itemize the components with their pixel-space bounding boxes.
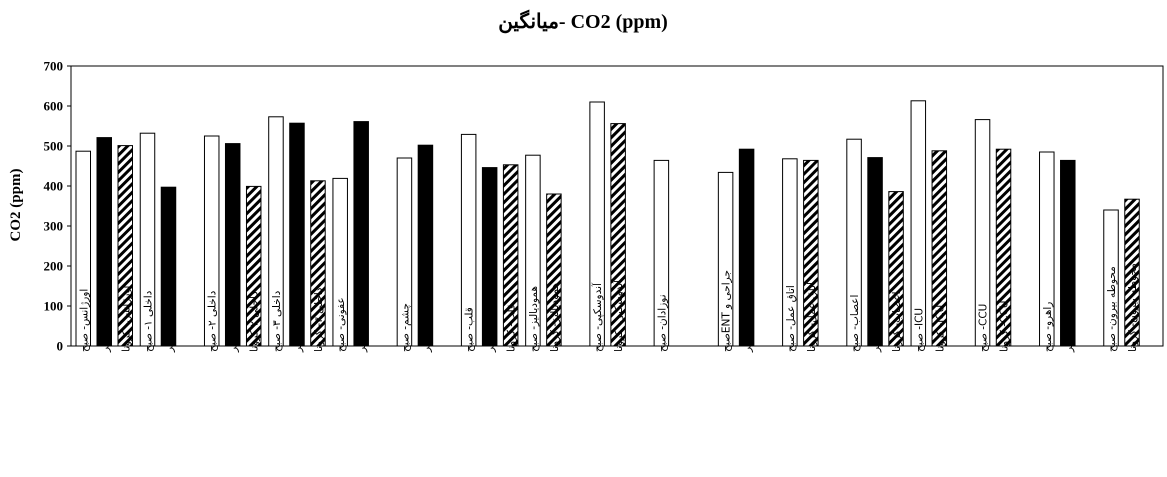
category-label: داخلی ۳- عصر bbox=[292, 288, 304, 353]
bar bbox=[224, 143, 241, 347]
category-label: CCU- کرونا bbox=[999, 301, 1011, 352]
category-label: چشم- صبح bbox=[399, 303, 411, 352]
bar bbox=[610, 123, 626, 347]
category-label: قلب- عصر bbox=[485, 305, 497, 353]
bar bbox=[525, 154, 541, 347]
y-tick-label: 400 bbox=[44, 179, 64, 194]
y-tick-label: 600 bbox=[44, 99, 64, 114]
y-axis-label: CO2 (ppm) bbox=[8, 169, 24, 242]
bar bbox=[289, 122, 305, 347]
bar bbox=[460, 133, 477, 347]
category-label: چشم- عصر bbox=[420, 301, 432, 353]
category-label: داخلی ۳- کرونا bbox=[313, 287, 325, 352]
bar bbox=[139, 132, 156, 347]
bar bbox=[867, 157, 883, 347]
category-label: داخلی ۱- صبح bbox=[142, 290, 154, 352]
bar bbox=[546, 193, 562, 347]
bar bbox=[888, 191, 904, 347]
bar bbox=[268, 116, 284, 347]
bar bbox=[1060, 159, 1076, 347]
category-label: همودیالیز- کرونا bbox=[549, 283, 561, 352]
category-labels: اورژانس- صبح اورژانس- عصر اورژانس- کرونا دا… bbox=[78, 263, 1139, 353]
bar bbox=[96, 137, 112, 347]
bar bbox=[1124, 198, 1140, 347]
category-label: نوزادان- صبح bbox=[656, 294, 668, 352]
y-tick-label: 700 bbox=[44, 59, 64, 74]
category-label: اعصاب- عصر bbox=[870, 292, 882, 353]
category-label: داخلی ۳- صبح bbox=[271, 290, 283, 352]
category-label: اورژانس- عصر bbox=[99, 286, 111, 353]
bar bbox=[502, 164, 519, 347]
category-label: اعصاب- صبح bbox=[849, 295, 861, 352]
bar bbox=[589, 101, 605, 347]
category-label: آندوسکپی- صبح bbox=[591, 282, 604, 352]
bar bbox=[974, 119, 991, 347]
bar bbox=[931, 150, 948, 347]
chart-title: CO2 (ppm) -میانگین bbox=[498, 9, 668, 34]
bar bbox=[653, 159, 670, 347]
bar bbox=[245, 185, 262, 347]
bar bbox=[396, 157, 413, 347]
category-label: داخلی ۲- صبح bbox=[207, 290, 219, 352]
bar bbox=[203, 135, 220, 347]
bar bbox=[353, 121, 369, 347]
category-label: محوطه بیرون- صبح bbox=[1106, 266, 1118, 352]
bar bbox=[160, 186, 177, 347]
category-label: جراحی و ENTصبح bbox=[721, 270, 733, 352]
category-label: اتاق عمل- کرونا bbox=[806, 282, 818, 352]
bar bbox=[481, 167, 498, 347]
category-label: قلب- کرونا bbox=[506, 304, 518, 352]
category-label: CCU- صبح bbox=[978, 304, 990, 352]
category-label: داخلی ۱- عصر bbox=[163, 288, 175, 353]
category-label: قلب- صبح bbox=[464, 307, 476, 352]
category-label: همودیالیز- صبح bbox=[528, 286, 540, 352]
category-label: اورژانس- کرونا bbox=[120, 286, 132, 352]
category-label: جراحی و ENTعصر bbox=[742, 268, 754, 353]
category-label: ICU- کرونا bbox=[934, 305, 946, 352]
category-label: عفونی- صبح bbox=[335, 297, 347, 352]
bar bbox=[117, 145, 133, 347]
category-label: داخلی ۲ کرونا bbox=[249, 291, 261, 352]
y-tick-label: 500 bbox=[44, 139, 64, 154]
bar bbox=[717, 171, 734, 347]
bar bbox=[803, 159, 819, 347]
category-label: اورژانس- صبح bbox=[78, 289, 90, 352]
y-axis: 0 100 200 300 400 500 600 700 bbox=[44, 59, 71, 354]
bars bbox=[75, 100, 1140, 347]
bar bbox=[332, 177, 348, 347]
category-label: عفونی- عصر bbox=[356, 295, 368, 353]
category-label: راهرو- عصر bbox=[1063, 299, 1075, 353]
bar bbox=[846, 138, 862, 347]
bar bbox=[75, 150, 91, 347]
category-label: داخلی ۲- عصر bbox=[228, 288, 240, 353]
bar bbox=[782, 158, 798, 347]
bar bbox=[1103, 209, 1119, 347]
bar bbox=[310, 180, 326, 347]
category-label: آندوسکپی- کرونا bbox=[612, 279, 625, 352]
category-label: راهرو- صبح bbox=[1042, 302, 1054, 352]
bar bbox=[417, 144, 434, 347]
y-tick-label: 0 bbox=[57, 339, 64, 354]
bar bbox=[995, 148, 1012, 347]
y-tick-label: 100 bbox=[44, 299, 64, 314]
category-label: اتاق عمل- صبح bbox=[785, 285, 797, 352]
category-label: ICU- صبح bbox=[913, 308, 925, 352]
category-label: اعصاب- کرونا bbox=[891, 292, 903, 352]
bar bbox=[1039, 151, 1055, 347]
bar bbox=[738, 148, 755, 347]
category-label: محوطه بیرون- کرونا bbox=[1127, 263, 1139, 352]
bar bbox=[910, 100, 927, 347]
y-tick-label: 200 bbox=[44, 259, 64, 274]
y-tick-label: 300 bbox=[44, 219, 64, 234]
